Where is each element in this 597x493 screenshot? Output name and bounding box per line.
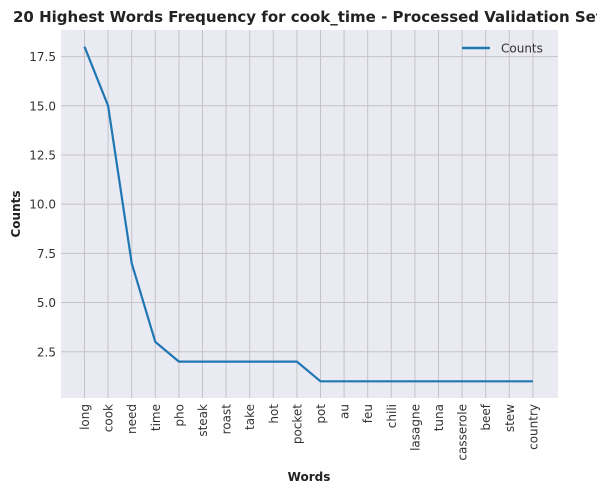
series-line-counts xyxy=(83,46,533,383)
y-tick-label: 12.5 xyxy=(29,148,56,162)
x-tick-label-steak: steak xyxy=(196,404,210,437)
y-tick-label: 2.5 xyxy=(37,345,56,359)
x-tick-label-take: take xyxy=(243,404,257,430)
y-tick-label: 15.0 xyxy=(29,99,56,113)
x-tick-label-need: need xyxy=(125,404,139,434)
legend: Counts xyxy=(462,42,543,56)
y-tick-label: 17.5 xyxy=(29,50,56,64)
x-tick-label-beef: beef xyxy=(479,403,493,430)
x-tick-label-chili: chili xyxy=(385,404,399,428)
y-tick-label: 5.0 xyxy=(37,296,56,310)
x-tick-label-hot: hot xyxy=(267,404,281,424)
x-tick-label-au: au xyxy=(338,404,352,419)
x-tick-label-pho: pho xyxy=(172,404,186,427)
x-tick-label-long: long xyxy=(78,404,92,430)
x-tick-label-casserole: casserole xyxy=(456,404,470,461)
grid-lines xyxy=(61,30,558,398)
legend-label-counts: Counts xyxy=(501,42,543,56)
x-tick-label-time: time xyxy=(149,404,163,431)
x-tick-label-pot: pot xyxy=(314,404,328,424)
x-tick-label-cook: cook xyxy=(102,404,116,432)
y-tick-label: 7.5 xyxy=(37,247,56,261)
x-axis-ticks: long cook need time pho steak roast take hot pock… xyxy=(78,403,540,460)
y-axis-ticks: 2.5 5.0 7.5 10.0 12.5 15.0 17.5 xyxy=(29,50,56,359)
chart-title: 20 Highest Words Frequency for cook_time… xyxy=(13,8,597,26)
y-axis-label: Counts xyxy=(9,190,23,237)
y-tick-label: 10.0 xyxy=(29,198,56,212)
x-tick-label-tuna: tuna xyxy=(432,404,446,431)
x-tick-label-country: country xyxy=(526,404,540,450)
x-tick-label-stew: stew xyxy=(503,404,517,432)
x-tick-label-pocket: pocket xyxy=(290,404,304,444)
x-axis-label: Words xyxy=(288,470,331,484)
plot-area xyxy=(61,30,558,398)
x-tick-label-lasagne: lasagne xyxy=(408,404,422,451)
x-tick-label-roast: roast xyxy=(220,404,234,435)
x-tick-label-feu: feu xyxy=(361,404,375,423)
